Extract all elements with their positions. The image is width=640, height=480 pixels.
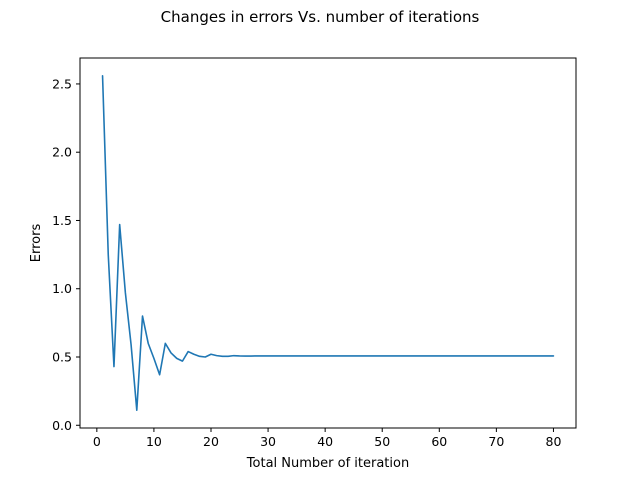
plot-frame — [79, 57, 577, 429]
x-tick-label: 10 — [146, 434, 162, 449]
series-layer — [101, 74, 555, 412]
y-axis-label: Errors — [29, 224, 44, 263]
x-tick-label: 80 — [546, 434, 562, 449]
y-axis: 0.0 0.5 1.0 1.5 2.0 2.5 — [52, 76, 80, 433]
x-tick-label: 70 — [488, 434, 504, 449]
y-tick-label: 2.0 — [52, 145, 72, 160]
x-tick-label: 20 — [203, 434, 219, 449]
x-tick-label: 40 — [317, 434, 333, 449]
chart-title: Changes in errors Vs. number of iteratio… — [161, 8, 480, 26]
plot-area — [79, 57, 577, 429]
y-tick-label: 0.0 — [52, 418, 72, 433]
y-tick-label: 0.5 — [52, 350, 72, 365]
x-tick-label: 0 — [93, 434, 101, 449]
x-tick-label: 60 — [431, 434, 447, 449]
y-tick-label: 1.5 — [52, 213, 72, 228]
y-tick-label: 2.5 — [52, 76, 72, 91]
x-axis: 0 10 20 30 40 50 60 70 80 — [93, 428, 562, 449]
y-tick-label: 1.0 — [52, 281, 72, 296]
series-line-0 — [101, 74, 555, 412]
x-axis-label: Total Number of iteration — [246, 456, 409, 471]
x-tick-label: 30 — [260, 434, 276, 449]
x-tick-label: 50 — [374, 434, 390, 449]
